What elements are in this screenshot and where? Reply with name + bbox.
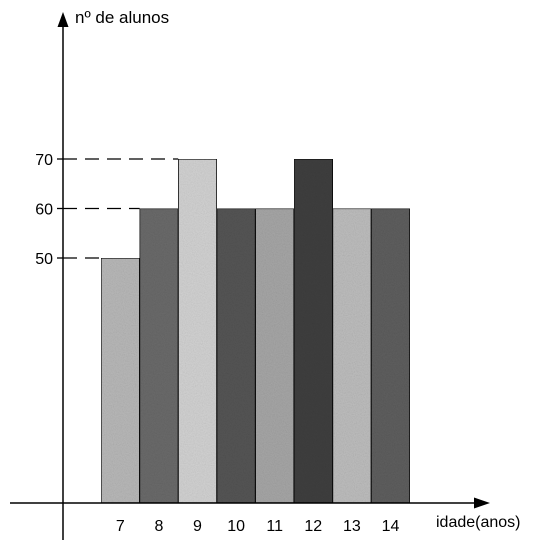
x-tick-label: 9: [193, 518, 202, 535]
y-axis-label: nº de alunos: [75, 8, 169, 27]
bar-age-7: [100, 257, 141, 504]
x-tick-label: 7: [116, 518, 125, 535]
reference-lines: [63, 158, 179, 259]
x-ticks: 7 8 9 10 11 12 13 14: [116, 518, 400, 535]
y-tick-label: 60: [35, 202, 53, 219]
x-tick-label: 8: [154, 518, 163, 535]
bar-age-14: [370, 207, 411, 504]
bar-age-8: [139, 207, 179, 504]
x-axis-label: idade(anos): [436, 514, 521, 531]
x-tick-label: 13: [343, 518, 361, 535]
bar-age-10: [216, 207, 257, 504]
y-axis-arrow: [57, 12, 69, 27]
y-tick-label: 50: [35, 251, 53, 268]
bar-age-9: [177, 158, 218, 504]
bars: [100, 158, 411, 504]
y-tick-label: 70: [35, 152, 53, 169]
x-tick-label: 11: [266, 518, 283, 535]
x-tick-label: 14: [382, 518, 400, 535]
x-tick-label: 12: [304, 518, 322, 535]
bar-age-12: [293, 158, 334, 504]
y-ticks: 50 60 70: [35, 152, 63, 268]
x-axis-arrow: [474, 497, 490, 509]
bar-age-13: [332, 207, 372, 504]
bar-age-11: [254, 207, 295, 504]
x-tick-label: 10: [227, 518, 245, 535]
